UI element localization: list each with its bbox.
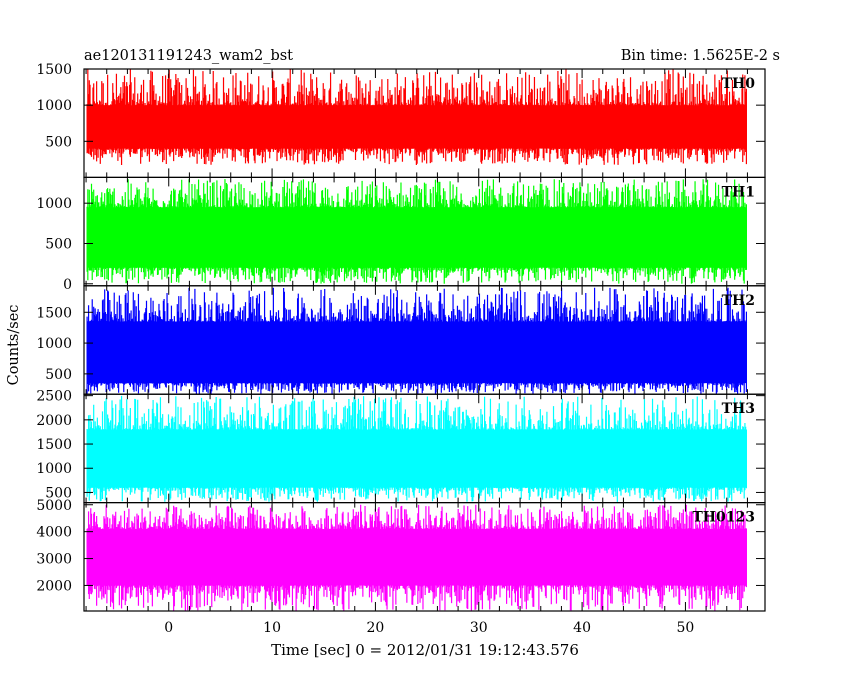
y-tick-label: 500 (45, 485, 72, 501)
series-th1-trace (86, 179, 747, 284)
panel-th0123: 2000 3000 4000 5000 TH0123 (36, 498, 766, 612)
x-tick-label: 0 (164, 620, 173, 636)
x-tick-label: 10 (263, 620, 281, 636)
y-tick-label: 0 (63, 277, 72, 293)
y-tick-label: 4000 (36, 525, 72, 541)
y-axis-label: Counts/sec (6, 305, 22, 386)
observation-title: ae120131191243_wam2_bst (84, 48, 293, 64)
panel-th0: 500 1000 1500 TH0 (36, 62, 766, 179)
y-tick-label: 1500 (36, 62, 72, 78)
panel-label: TH0 (722, 76, 756, 92)
series-th0123-trace (86, 504, 747, 611)
x-tick-label: 30 (470, 620, 488, 636)
panel-label: TH3 (722, 401, 755, 417)
y-tick-label: 500 (45, 134, 72, 150)
y-tick-label: 500 (45, 367, 72, 383)
y-tick-label: 1500 (36, 305, 72, 321)
panel-label: TH1 (722, 184, 755, 200)
x-tick-label: 50 (677, 620, 695, 636)
y-tick-label: 3000 (36, 552, 72, 568)
panel-label: TH0123 (692, 510, 755, 526)
y-tick-label: 1000 (36, 336, 72, 352)
panel-frame (83, 502, 766, 612)
panel-th2: 500 1000 1500 TH2 (36, 285, 766, 395)
y-tick-label: 500 (45, 236, 72, 252)
x-tick-label: 40 (573, 620, 591, 636)
y-tick-label: 1000 (36, 196, 72, 212)
panel-label: TH2 (722, 293, 755, 309)
y-tick-label: 1500 (36, 437, 72, 453)
bin-time-label: Bin time: 1.5625E-2 s (621, 48, 780, 64)
panel-th1: 0 500 1000 TH1 (36, 176, 766, 293)
series-th3-trace (86, 395, 747, 502)
x-axis-label: Time [sec] 0 = 2012/01/31 19:12:43.576 (271, 641, 579, 659)
y-tick-label: 1000 (36, 461, 72, 477)
y-tick-label: 1000 (36, 98, 72, 114)
light-curve-panels: 50010001500TH005001000TH150010001500TH25… (36, 62, 766, 636)
y-tick-label: 2500 (36, 389, 72, 405)
y-tick-label: 2000 (36, 578, 72, 594)
series-th2-trace (86, 287, 747, 395)
y-tick-label: 2000 (36, 413, 72, 429)
series-th0-trace (86, 69, 747, 166)
y-tick-label: 5000 (36, 498, 72, 514)
x-tick-label: 20 (367, 620, 385, 636)
panel-th3: 500 1000 1500 2000 2500 TH3 (36, 389, 766, 504)
